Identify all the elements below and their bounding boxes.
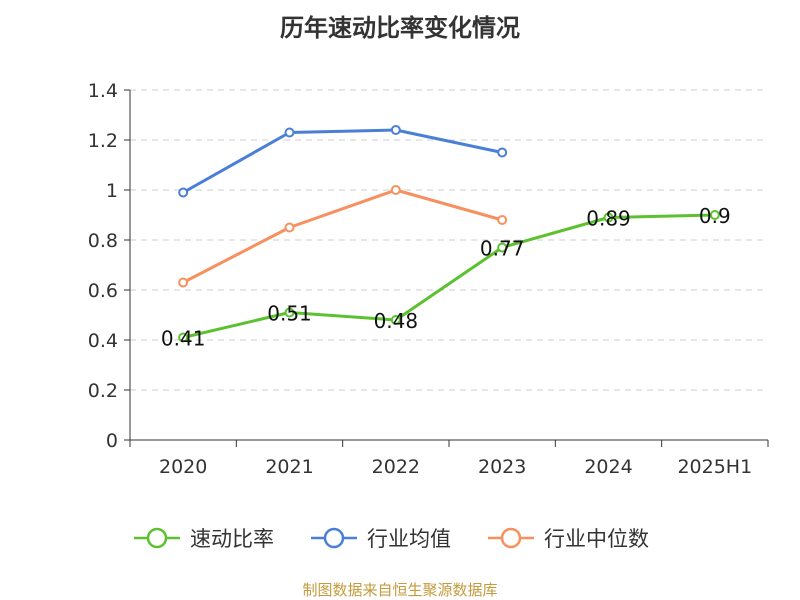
legend-marker[interactable] — [323, 527, 345, 549]
series-line — [182, 213, 715, 339]
data-point[interactable] — [284, 222, 295, 233]
data-point[interactable] — [709, 210, 720, 220]
data-point[interactable] — [284, 127, 295, 138]
data-label: 0.41 — [161, 327, 206, 351]
data-point[interactable] — [178, 332, 189, 343]
chart-title: 历年速动比率变化情况 — [280, 14, 520, 42]
data-point[interactable] — [178, 277, 189, 288]
data-point[interactable] — [284, 307, 295, 318]
y-tick-label: 0.6 — [88, 280, 118, 302]
x-tick-label: 2025H1 — [677, 456, 752, 478]
data-label: 0.9 — [699, 204, 731, 228]
data-point[interactable] — [390, 125, 401, 135]
x-tick-label: 2022 — [372, 456, 420, 478]
axes: 0 0.2 0.4 0.6 0.8 1 1.2 1.4 2020 2021 2022 2023 2024… — [88, 80, 769, 478]
series-group — [178, 125, 720, 343]
legend-label[interactable]: 行业中位数 — [544, 527, 649, 551]
data-point[interactable] — [497, 147, 508, 158]
data-point[interactable] — [497, 215, 508, 225]
data-point[interactable] — [390, 185, 401, 195]
x-tick-label: 2020 — [159, 456, 207, 478]
series-line — [182, 128, 503, 194]
y-tick-label: 0 — [106, 430, 118, 452]
y-tick-label: 1.2 — [88, 130, 118, 152]
source-note: 制图数据来自恒生聚源数据库 — [302, 581, 498, 599]
data-label: 0.89 — [586, 207, 631, 231]
y-tick-label: 0.2 — [88, 380, 118, 402]
y-tick-label: 0.8 — [88, 230, 118, 252]
y-tick-label: 1.4 — [88, 80, 118, 102]
x-tick-label: 2023 — [478, 456, 526, 478]
y-tick-label: 0.4 — [88, 330, 118, 352]
series-line — [182, 188, 503, 284]
data-label: 0.51 — [267, 302, 312, 326]
data-point[interactable] — [178, 187, 189, 198]
legend-marker[interactable] — [500, 527, 522, 549]
data-point[interactable] — [603, 212, 614, 223]
data-point[interactable] — [497, 242, 508, 253]
data-label: 0.77 — [480, 237, 525, 261]
data-label: 0.48 — [374, 309, 419, 333]
data-point[interactable] — [390, 315, 401, 325]
legend-label[interactable]: 速动比率 — [190, 527, 274, 551]
legend[interactable]: 速动比率 行业均值 行业中位数 — [134, 527, 649, 551]
y-tick-label: 1 — [106, 180, 118, 202]
grid-lines — [130, 89, 768, 391]
data-labels: 0.41 0.51 0.48 0.77 0.89 0.9 — [161, 204, 731, 351]
legend-label[interactable]: 行业均值 — [367, 527, 451, 551]
legend-marker[interactable] — [146, 527, 168, 549]
x-tick-label: 2021 — [265, 456, 313, 478]
x-tick-label: 2024 — [584, 456, 632, 478]
